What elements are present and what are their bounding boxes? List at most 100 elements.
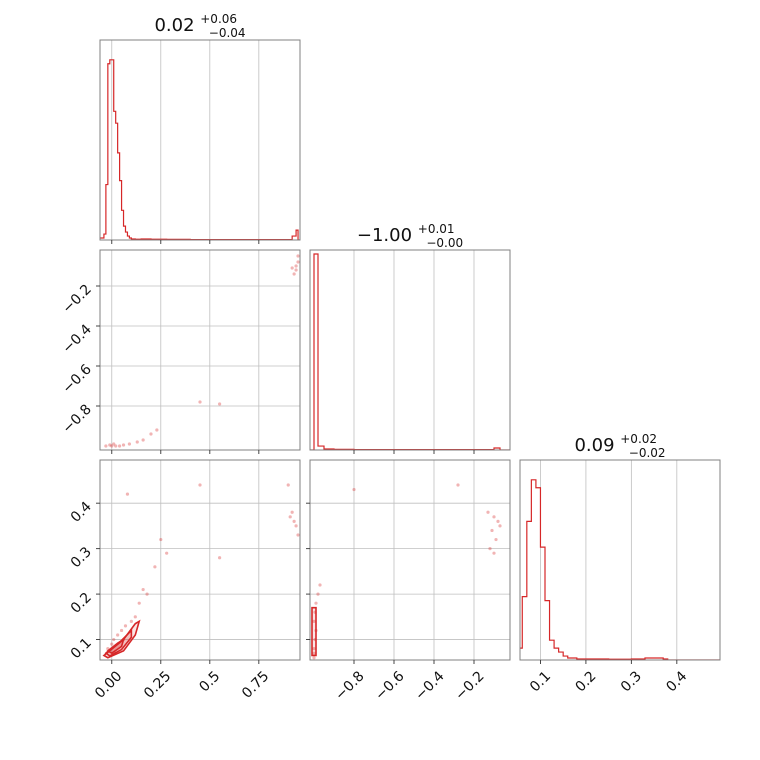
- scatter-point: [121, 443, 126, 447]
- y-tick-label: 0.4: [68, 499, 95, 526]
- scatter-point: [165, 551, 169, 555]
- y-tick-label: −0.8: [59, 402, 94, 437]
- axes-frame: [309, 249, 511, 451]
- scatter-point: [312, 647, 316, 651]
- panel-scatter-p2-vs-p1: −0.8 −0.6 −0.4 −0.2: [306, 459, 511, 704]
- scatter-point: [110, 642, 114, 646]
- scatter-point: [492, 551, 496, 555]
- axes-frame: [99, 249, 301, 451]
- scatter-point: [294, 524, 298, 528]
- x-tick-label: −0.2: [452, 668, 487, 703]
- scatter-point: [294, 264, 298, 268]
- scatter-point: [112, 637, 116, 642]
- hist-step-line: [100, 59, 300, 240]
- scatter-point: [296, 254, 300, 258]
- x-tick-label: 0.3: [618, 668, 645, 695]
- scatter-point: [218, 402, 222, 406]
- hist-bin: [522, 597, 527, 660]
- scatter-point: [127, 442, 132, 446]
- hist-bin: [559, 652, 564, 660]
- scatter-point: [488, 547, 492, 551]
- panel-title-p1: −1.00 +0.01 −0.00: [357, 217, 463, 250]
- plot-area: [311, 483, 502, 660]
- scatter-point: [116, 633, 120, 637]
- density-contour: [311, 606, 317, 657]
- y-tick-label: −0.4: [59, 321, 94, 356]
- panel-hist-p0: 0.02 +0.06 −0.04: [99, 7, 301, 244]
- x-tick-label: 0.5: [196, 668, 223, 695]
- scatter-point: [296, 533, 300, 537]
- hist-bin: [114, 111, 116, 240]
- scatter-point: [294, 268, 298, 272]
- hist-bin: [540, 547, 545, 660]
- hist-step-line: [520, 479, 720, 660]
- scatter-point: [155, 428, 159, 432]
- axes-frame: [99, 459, 301, 661]
- hist-bin: [110, 60, 112, 240]
- y-tick-label: 0.2: [68, 590, 95, 617]
- scatter-point: [198, 483, 202, 487]
- plot-area: [104, 254, 300, 448]
- scatter-point: [218, 556, 222, 560]
- plot-area: [102, 483, 300, 659]
- panel-title-p2: 0.09 +0.02 −0.02: [574, 427, 665, 460]
- hist-step-line: [310, 253, 510, 450]
- y-tick-label: −0.6: [59, 361, 94, 396]
- scatter-point: [119, 628, 124, 633]
- scatter-point: [135, 440, 139, 444]
- panel-scatter-p2-vs-p0: 0.00 0.25 0.5 0.75 0.1 0.2 0.3 0.4: [68, 459, 301, 702]
- scatter-point: [486, 510, 490, 514]
- scatter-point: [288, 515, 292, 519]
- scatter-point: [104, 444, 108, 448]
- x-tick-label: 0.2: [572, 668, 599, 695]
- panel-scatter-p1-vs-p0: −0.8 −0.6 −0.4 −0.2: [59, 249, 301, 454]
- scatter-point: [286, 483, 290, 487]
- scatter-point: [123, 624, 128, 628]
- plot-area: [100, 59, 300, 240]
- scatter-point: [312, 656, 316, 660]
- scatter-point: [141, 438, 145, 442]
- y-tick-label: −0.2: [59, 282, 94, 317]
- scatter-point: [292, 519, 296, 523]
- scatter-point: [314, 601, 318, 605]
- scatter-point: [129, 619, 133, 623]
- panel-hist-p1: −1.00 +0.01 −0.00: [309, 217, 511, 454]
- hist-bin: [554, 648, 559, 660]
- scatter-point: [198, 400, 202, 404]
- x-tick-label: 0.25: [141, 668, 174, 701]
- axes-frame: [519, 459, 721, 661]
- plot-area: [520, 479, 720, 660]
- hist-bin: [545, 601, 550, 660]
- scatter-point: [496, 519, 500, 523]
- panel-title-p0: 0.02 +0.06 −0.04: [154, 7, 245, 40]
- x-tick-label: 0.1: [527, 668, 554, 695]
- scatter-point: [125, 492, 130, 496]
- plot-area: [310, 253, 510, 450]
- axes-frame: [309, 459, 511, 661]
- scatter-point: [456, 483, 460, 487]
- x-tick-label: −0.8: [332, 668, 367, 703]
- scatter-point: [141, 587, 145, 592]
- scatter-point: [290, 510, 294, 514]
- scatter-point: [492, 515, 496, 519]
- scatter-point: [112, 442, 116, 446]
- scatter-point: [110, 444, 114, 448]
- scatter-point: [312, 619, 316, 623]
- scatter-point: [290, 266, 294, 270]
- y-tick-label: 0.3: [68, 544, 95, 571]
- x-tick-label: 0.00: [92, 668, 125, 701]
- scatter-point: [114, 444, 118, 448]
- hist-bin: [550, 640, 555, 660]
- hist-bin: [527, 521, 532, 660]
- hist-bin: [531, 480, 536, 660]
- axes-frame: [99, 39, 301, 241]
- scatter-point: [490, 528, 494, 533]
- y-tick-label: 0.1: [68, 635, 95, 662]
- x-tick-label: −0.4: [412, 668, 447, 703]
- scatter-point: [318, 583, 322, 587]
- scatter-point: [494, 537, 498, 542]
- scatter-point: [133, 615, 137, 619]
- scatter-point: [498, 524, 502, 528]
- scatter-point: [159, 537, 163, 542]
